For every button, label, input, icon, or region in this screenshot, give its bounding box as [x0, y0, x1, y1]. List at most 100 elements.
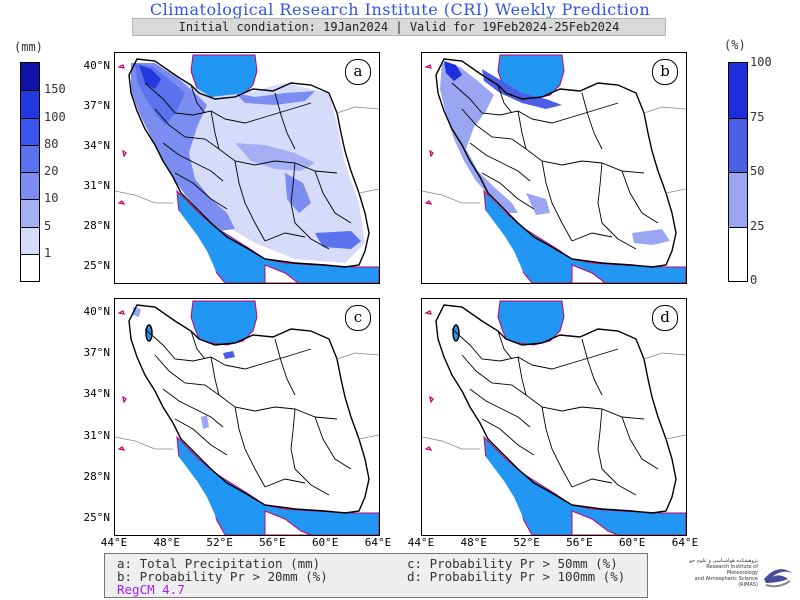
neighbor-line [358, 434, 379, 440]
logo-text-en-2: and Atmospheric Science (RIMAS) [694, 576, 758, 588]
logo-swirl-icon [764, 569, 792, 588]
neighbor-line [422, 190, 480, 204]
map-svg [422, 300, 686, 535]
neighbor-line [115, 436, 173, 450]
latitude-label: 28°N [83, 219, 111, 232]
province-line [541, 160, 573, 242]
right-colorbar-swatch [729, 63, 747, 118]
neighbor-line [422, 436, 480, 450]
precip-20mm-se [315, 231, 361, 249]
province-line [210, 110, 256, 166]
left-colorbar-unit: (mm) [14, 40, 43, 54]
province-line [581, 92, 603, 150]
province-line [290, 408, 330, 496]
latitude-label: 37°N [83, 99, 111, 112]
province-line [581, 338, 603, 396]
province-line [234, 160, 266, 242]
left-colorbar-label: 100 [44, 109, 66, 124]
right-colorbar-label: 25 [750, 218, 765, 233]
neighbor-borders [115, 352, 379, 450]
prob20-25-south [526, 193, 550, 215]
province-line [517, 110, 563, 166]
province-line [561, 160, 645, 174]
latitude-label: 28°N [83, 469, 111, 483]
province-line [190, 330, 206, 360]
map-panel-c: c [114, 298, 380, 536]
left-colorbar-swatch [21, 144, 39, 172]
latitude-label: 34°N [83, 139, 111, 152]
panel-tag-b: b [652, 59, 678, 85]
islands [424, 310, 434, 451]
longitude-label: 52°E [513, 536, 540, 549]
islands [117, 310, 127, 451]
province-borders [435, 304, 677, 514]
longitude-label: 52°E [206, 536, 233, 549]
panel-tag-d: d [652, 305, 678, 331]
page-subtitle: Initial condiation: 19Jan2024 | Valid fo… [132, 18, 666, 36]
legend-line-b: b: Probability Pr > 20mm (%) [117, 569, 328, 584]
province-line [274, 338, 296, 396]
legend-line-c: c: Probability Pr > 50mm (%) [407, 556, 618, 571]
legend-line-a: a: Total Precipitation (mm) [117, 556, 321, 571]
model-label: RegCM 4.7 [117, 582, 185, 597]
precip-100mm [139, 65, 161, 89]
province-line [461, 108, 527, 150]
longitude-label: 48°E [153, 536, 181, 549]
map-svg [422, 54, 686, 283]
latitude-label: 34°N [83, 387, 111, 401]
right-colorbar-label: 0 [750, 273, 758, 287]
province-borders [128, 58, 370, 268]
neighbor-line [643, 352, 686, 360]
neighbor-line [358, 188, 379, 194]
left-colorbar-swatch [21, 226, 39, 254]
latitude-label: 25°N [83, 259, 111, 272]
province-line [144, 328, 226, 366]
basemap [115, 300, 379, 535]
left-colorbar-swatch [21, 117, 39, 145]
left-colorbar-swatch [21, 63, 39, 91]
province-line [234, 406, 266, 488]
right-colorbar-swatch [729, 172, 747, 227]
latitude-label: 40°N [83, 305, 111, 318]
latitude-label: 25°N [83, 511, 111, 524]
left-colorbar-label: 80 [44, 136, 59, 151]
left-colorbar-label: 20 [44, 164, 59, 178]
province-line [469, 388, 531, 428]
latitude-label: 37°N [83, 346, 111, 360]
latitude-label: 40°N [83, 59, 111, 72]
province-line [162, 388, 224, 428]
oman-land [264, 264, 311, 283]
precip-10mm-east [285, 173, 311, 213]
left-colorbar-label: 5 [44, 218, 52, 233]
province-line [497, 330, 513, 360]
arabia-land [422, 203, 526, 283]
map-panel-a: a [114, 52, 380, 284]
map-panel-b: b [421, 52, 687, 284]
province-line [597, 408, 637, 496]
prob50-zagros [201, 415, 209, 429]
province-line [531, 102, 619, 124]
country-outline [435, 304, 677, 514]
logo-text-fa: پژوهشکده هواشناسی و علوم جو [689, 558, 758, 564]
oman-land [264, 510, 312, 535]
province-line [461, 354, 527, 396]
neighbor-line [336, 352, 379, 360]
country-outline [128, 58, 370, 268]
province-line [621, 170, 659, 224]
neighbor-line [643, 106, 686, 114]
province-borders [128, 304, 370, 514]
panel-tag-c: c [345, 305, 371, 331]
legend-line-d: d: Probability Pr > 100mm (%) [407, 569, 626, 584]
prob20-25-se [632, 229, 670, 245]
longitude-label: 64°E [364, 536, 392, 549]
province-line [224, 348, 312, 370]
oman-land [571, 510, 619, 535]
province-line [174, 172, 228, 210]
province-line [481, 418, 535, 456]
province-line [621, 416, 659, 470]
province-line [174, 418, 228, 456]
basemap [422, 54, 686, 283]
province-line [154, 108, 220, 150]
right-colorbar [728, 62, 748, 282]
longitude-label: 48°E [460, 536, 488, 549]
